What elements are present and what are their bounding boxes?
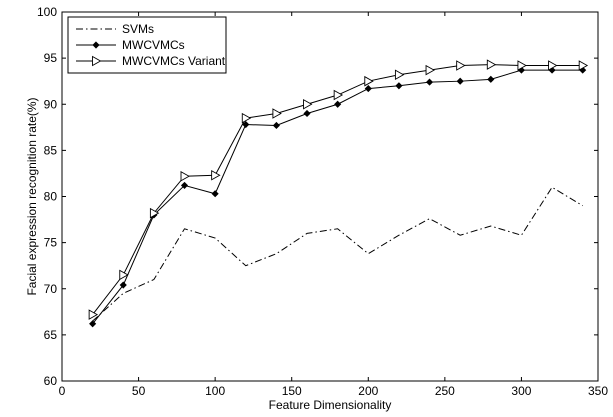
data-point [487,75,495,83]
legend-label: SVMs [122,22,154,36]
y-tick-label: 85 [44,143,58,157]
x-tick-label: 0 [59,384,66,398]
data-point [517,60,527,71]
data-point [88,309,99,320]
data-point [211,170,221,181]
legend-marker [92,55,102,67]
y-tick-label: 90 [44,97,58,111]
data-point [456,77,464,85]
axes-layer: 0 50 100 150 200 250 300 350 60 65 70 75 80 85 90 95 100 [37,5,608,398]
x-tick-label: 300 [511,384,531,398]
y-axis-title: Facial expression recognition rate(%) [25,97,39,295]
data-point [395,82,403,90]
series-line [92,186,583,322]
x-tick-label: 350 [588,384,608,398]
y-tick-label: 75 [44,236,58,250]
y-tick-label: 80 [44,190,58,204]
data-point [303,98,313,110]
data-point [119,269,129,281]
x-tick-label: 100 [205,384,225,398]
legend-item: MWCVMCs Variant [76,54,226,68]
y-tick-label: 70 [44,282,58,296]
data-point [334,100,342,108]
data-point [180,170,190,182]
legend-label: MWCVMCs [122,38,185,52]
series-layer [88,59,589,328]
data-point [425,64,435,76]
data-point [425,78,434,86]
y-tick-label: 100 [37,5,57,19]
data-point [364,85,372,93]
series-svms [92,186,583,322]
x-tick-label: 150 [282,384,302,398]
data-point [242,120,250,129]
data-point [394,69,405,80]
x-tick-label: 200 [358,384,378,398]
x-tick-label: 50 [132,384,146,398]
data-point [272,108,282,119]
legend-item: MWCVMCs [76,38,185,52]
data-point [89,320,97,328]
data-point [456,60,466,71]
data-point [211,190,219,198]
x-tick-label: 250 [435,384,455,398]
data-point [119,281,127,289]
data-point [303,109,311,118]
data-point [333,89,344,101]
legend-label: MWCVMCs Variant [122,54,226,68]
legend: SVMs MWCVMCs MWCVMCs Variant [67,16,227,74]
data-point [180,181,189,189]
series-mwcvmcs-variant [88,59,589,320]
data-point [548,60,558,71]
legend-marker [92,41,100,49]
data-point [486,59,497,70]
data-point [241,112,252,124]
y-tick-label: 65 [44,328,58,342]
y-tick-label: 95 [44,51,58,65]
data-point [364,75,374,87]
legend-item: SVMs [76,22,154,36]
x-axis-title: Feature Dimensionality [269,398,392,412]
data-point [149,207,160,219]
data-point [272,121,280,130]
data-point [578,60,589,71]
y-tick-label: 60 [44,374,58,388]
